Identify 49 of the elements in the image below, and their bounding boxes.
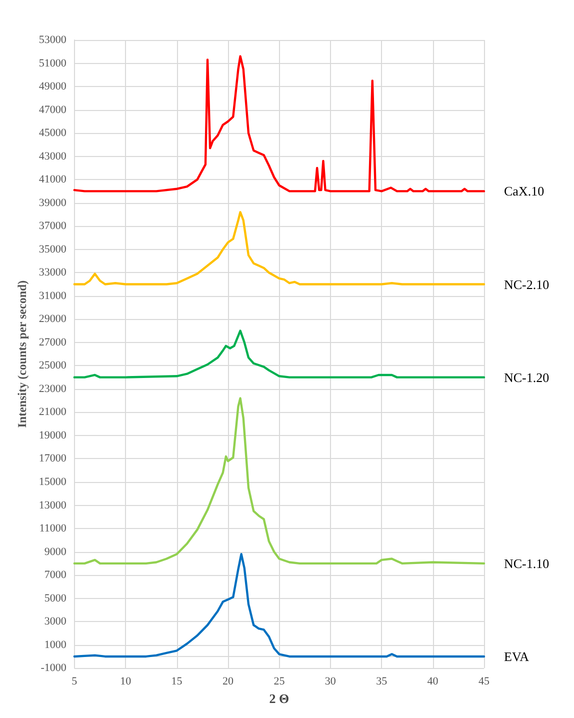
- y-tick-label: 53000: [38, 34, 67, 46]
- y-tick-label: 47000: [38, 104, 67, 116]
- y-tick-label: 13000: [38, 499, 67, 512]
- x-tick-label: 25: [274, 676, 286, 688]
- y-tick-label: 35000: [38, 243, 67, 256]
- x-axis-title: 2 Θ: [269, 691, 290, 706]
- series-label: NC-2.10: [504, 276, 550, 292]
- line-series: [73, 55, 486, 192]
- y-tick-label: 49000: [38, 80, 67, 93]
- line-series: [73, 397, 486, 565]
- line-series: [73, 553, 486, 658]
- series-label: CaX.10: [504, 184, 544, 199]
- y-tick-label: 7000: [44, 569, 67, 582]
- x-tick-label: 30: [324, 676, 336, 688]
- y-tick-label: 27000: [38, 336, 67, 348]
- series-label: NC-1.10: [504, 556, 550, 571]
- y-tick-label: 43000: [38, 150, 67, 162]
- y-tick-label: 9000: [44, 546, 67, 558]
- line-series: [73, 211, 486, 286]
- series-label: NC-1.20: [504, 370, 550, 385]
- y-tick-label: 5000: [44, 592, 67, 604]
- y-tick-label: 29000: [38, 313, 67, 326]
- y-tick-label: 31000: [38, 290, 67, 302]
- x-tick-label: 20: [222, 676, 234, 688]
- y-tick-label: 51000: [38, 57, 67, 70]
- y-tick-label: 17000: [38, 452, 67, 465]
- y-tick-label: 21000: [38, 406, 67, 418]
- y-tick-label: 37000: [38, 220, 67, 232]
- y-tick-label: 39000: [38, 196, 67, 209]
- line-series: [73, 330, 486, 378]
- y-tick-label: 1000: [44, 638, 67, 651]
- y-tick-label: 15000: [38, 476, 67, 488]
- y-tick-label: 23000: [38, 382, 67, 395]
- y-axis-title: Intensity (counts per second): [15, 280, 29, 428]
- x-tick-label: 5: [72, 676, 78, 688]
- x-tick-label: 15: [171, 676, 183, 688]
- series-label: EVA: [504, 648, 530, 664]
- x-tick-label: 40: [427, 676, 439, 688]
- y-tick-label: 3000: [44, 616, 67, 628]
- y-tick-label: 25000: [38, 360, 67, 372]
- y-tick-label: 45000: [38, 127, 67, 140]
- x-tick-label: 10: [120, 676, 132, 688]
- x-tick-label: 45: [478, 676, 490, 688]
- y-tick-label: 33000: [38, 266, 67, 279]
- y-tick-label: -1000: [40, 662, 67, 674]
- y-tick-label: 41000: [38, 174, 67, 186]
- x-tick-label: 35: [376, 676, 388, 688]
- y-tick-label: 11000: [39, 522, 67, 535]
- y-tick-label: 19000: [38, 429, 67, 442]
